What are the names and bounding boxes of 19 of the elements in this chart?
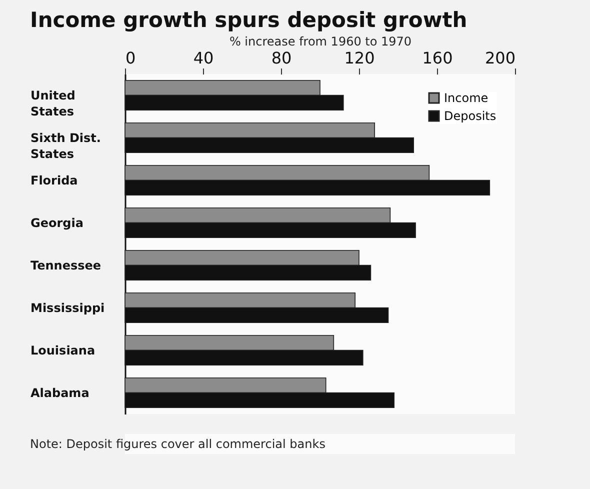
x-tick-label: 120: [344, 48, 375, 68]
y-tick-label: Florida: [30, 173, 78, 188]
y-tick-label: Alabama: [30, 386, 90, 400]
x-tick-label: 160: [422, 48, 453, 68]
y-tick-label: Mississippi: [30, 300, 105, 315]
x-tick-label: 80: [271, 48, 292, 68]
chart-title: Income growth spurs deposit growth: [30, 8, 468, 32]
x-axis-title: % increase from 1960 to 1970: [229, 34, 412, 48]
x-tick-label: 200: [484, 48, 516, 68]
legend-label: Deposits: [444, 109, 496, 123]
text: Note: Deposit figures cover all commercial banks: [30, 437, 326, 451]
x-tick-label: 0: [126, 48, 136, 68]
y-tick-label: Sixth Dist. States: [30, 130, 101, 161]
y-tick-label: Louisiana: [30, 343, 96, 358]
y-tick-label: Georgia: [30, 216, 84, 230]
x-tick-label: 40: [193, 48, 214, 68]
y-tick-label: United States: [30, 88, 76, 118]
y-tick-label: Tennessee: [30, 258, 102, 272]
legend-label: Income: [444, 91, 488, 105]
